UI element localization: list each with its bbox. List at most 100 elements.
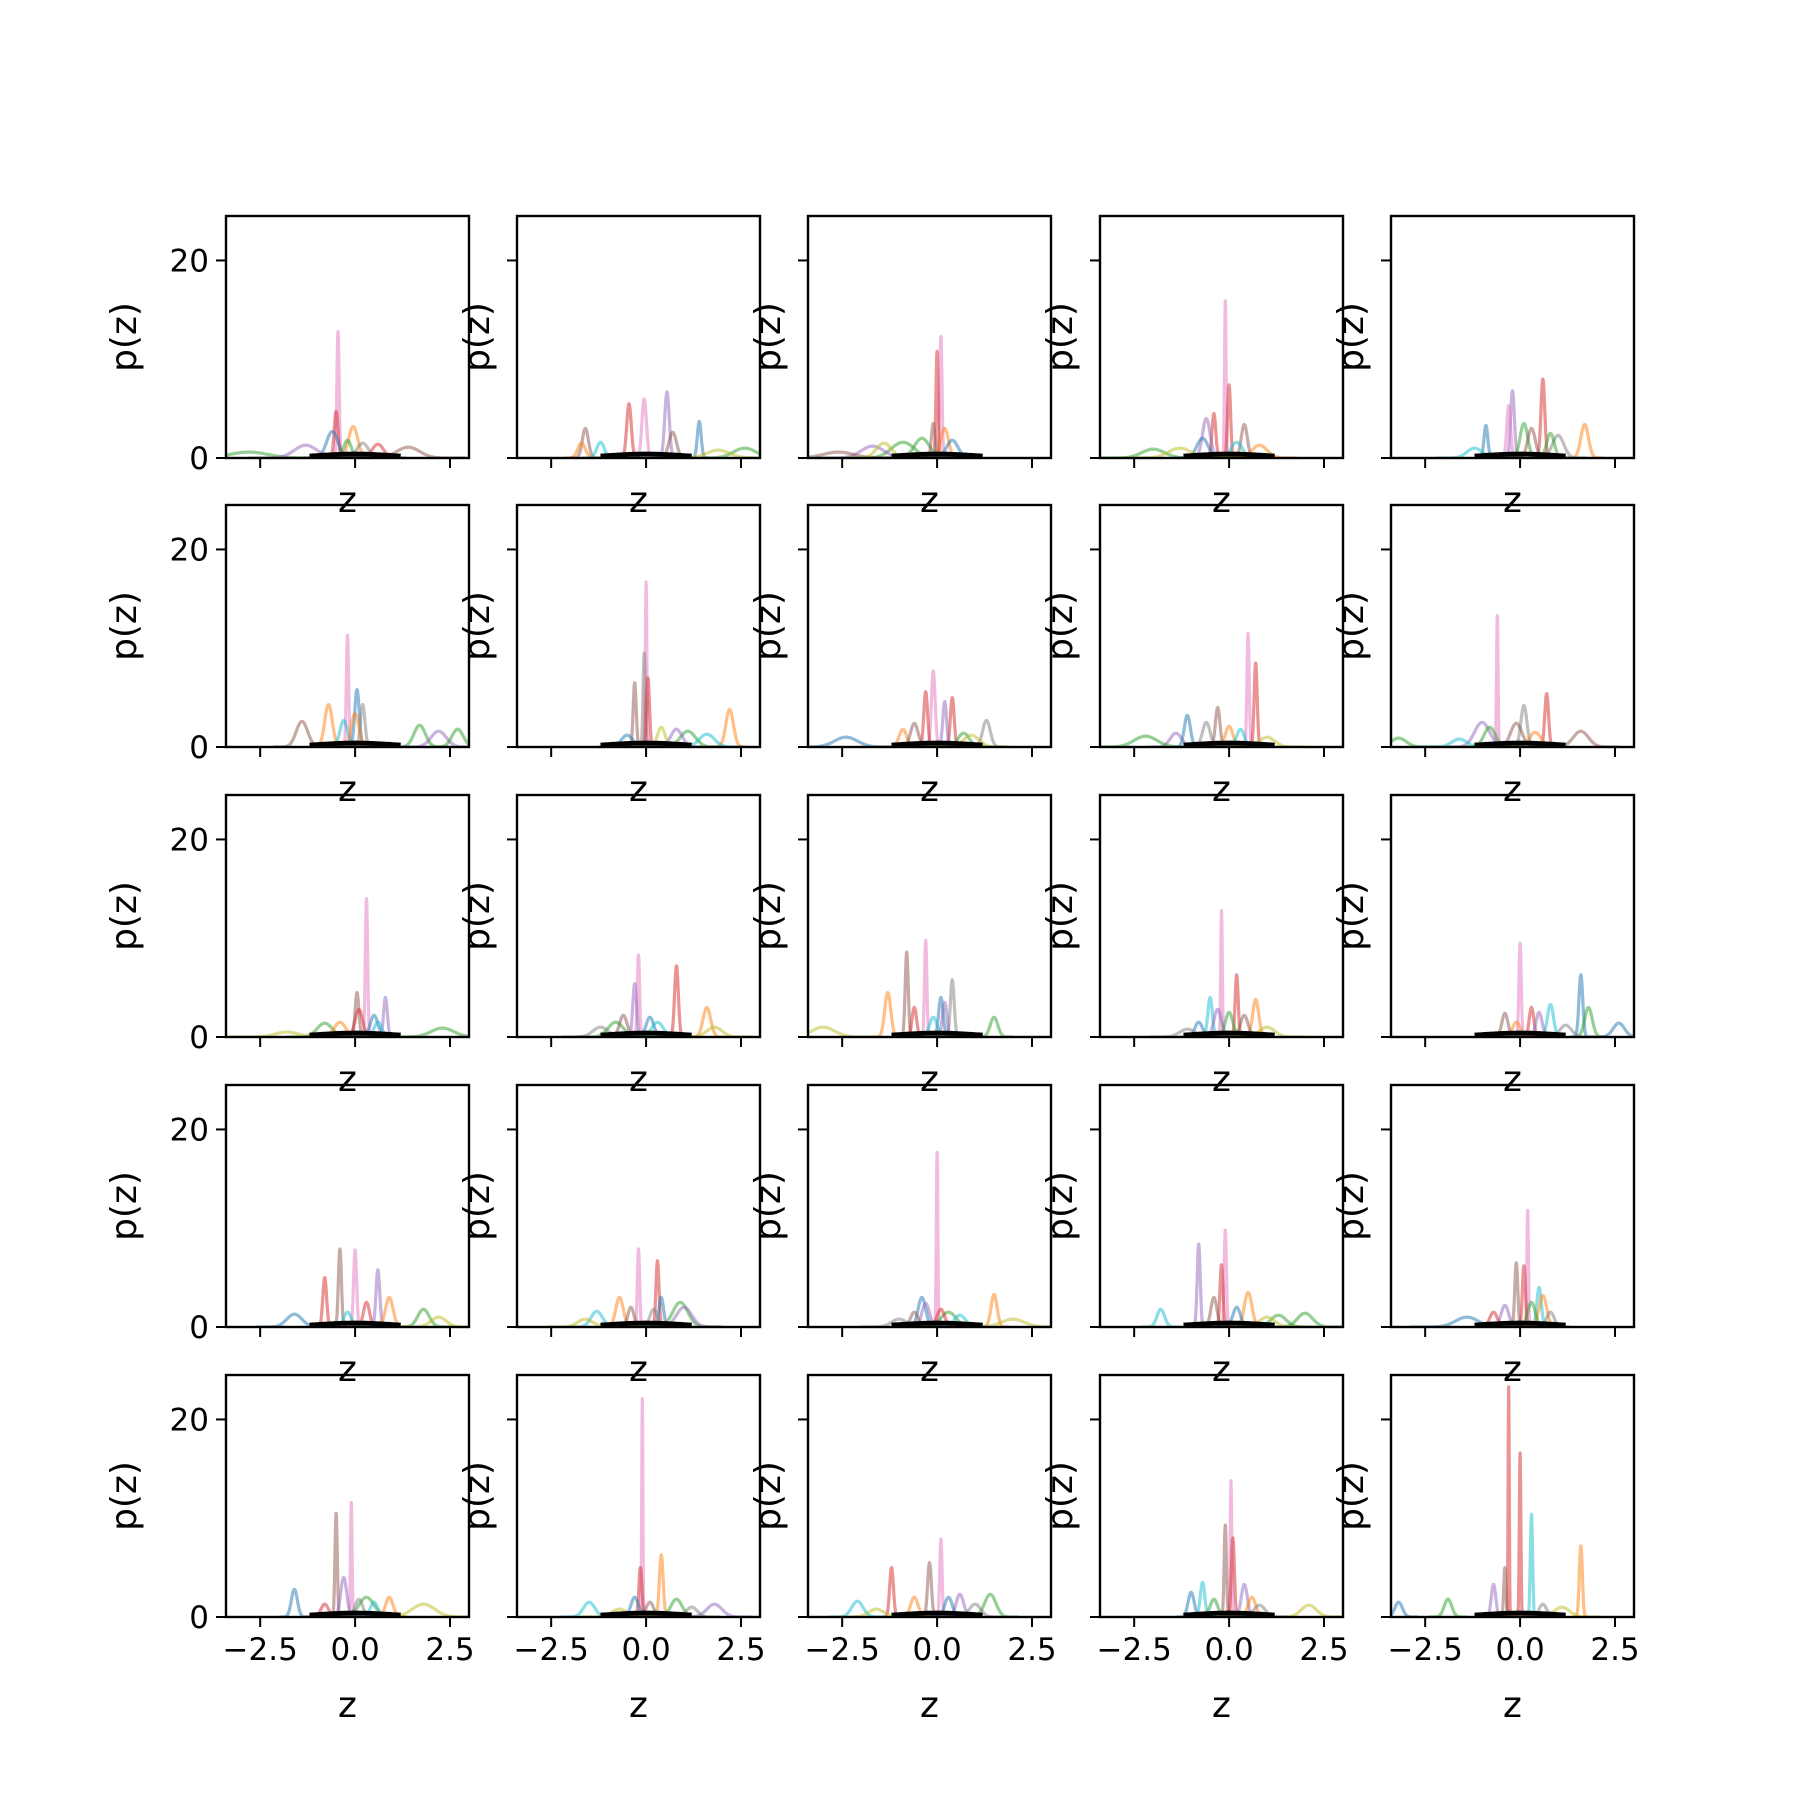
axes-frame bbox=[1389, 214, 1636, 460]
y-axis-label: p(z) bbox=[1040, 1461, 1081, 1531]
y-axis-label: p(z) bbox=[1040, 881, 1081, 951]
reference-curve bbox=[600, 1610, 692, 1617]
y-axis-label: p(z) bbox=[748, 1171, 789, 1241]
x-tick-label: 0.0 bbox=[912, 1632, 961, 1668]
axes-frame bbox=[515, 1083, 762, 1329]
axes-frame bbox=[1098, 1373, 1345, 1619]
x-axis-label: z bbox=[338, 1349, 357, 1390]
y-tick-label: 0 bbox=[189, 441, 209, 477]
y-axis-label: p(z) bbox=[748, 1461, 789, 1531]
reference-curve bbox=[1183, 451, 1275, 458]
x-axis-label: z bbox=[1212, 480, 1231, 521]
x-tick-label: 2.5 bbox=[1590, 1632, 1639, 1668]
axes-frame bbox=[1098, 503, 1345, 749]
x-axis-label: z bbox=[629, 1059, 648, 1100]
x-axis-label: z bbox=[920, 1349, 939, 1390]
x-axis-label: z bbox=[338, 1059, 357, 1100]
reference-curve bbox=[1474, 1610, 1566, 1617]
x-axis-label: z bbox=[338, 769, 357, 810]
axes-frame bbox=[1389, 1373, 1636, 1619]
x-tick-label: 0.0 bbox=[1204, 1632, 1253, 1668]
subplot-2-3: z p(z) bbox=[748, 503, 1053, 810]
x-axis-label: z bbox=[920, 769, 939, 810]
subplot-3-2: z p(z) bbox=[457, 793, 762, 1100]
subplot-2-2: z p(z) bbox=[457, 503, 762, 810]
density-curve bbox=[1501, 1385, 1516, 1617]
axes-frame bbox=[806, 214, 1053, 460]
y-axis-label: p(z) bbox=[104, 591, 145, 661]
reference-curve bbox=[600, 1320, 692, 1327]
density-curve bbox=[1520, 1208, 1535, 1327]
y-tick-label: 20 bbox=[170, 243, 209, 279]
y-axis-label: p(z) bbox=[1040, 302, 1081, 372]
y-axis-label: p(z) bbox=[748, 591, 789, 661]
subplot-1-5: z p(z) bbox=[1331, 214, 1636, 521]
y-axis-label: p(z) bbox=[1331, 881, 1372, 951]
reference-curve bbox=[309, 740, 401, 747]
y-axis-label: p(z) bbox=[1040, 591, 1081, 661]
reference-curve bbox=[309, 451, 401, 458]
y-axis-label: p(z) bbox=[104, 881, 145, 951]
axes-frame bbox=[224, 503, 471, 749]
density-curve bbox=[1218, 299, 1233, 458]
subplot-4-1: 0 20 z p(z) bbox=[104, 1083, 471, 1390]
reference-curve bbox=[1474, 1320, 1566, 1327]
subplot-1-2: z p(z) bbox=[457, 214, 762, 521]
x-tick-label: 0.0 bbox=[1495, 1632, 1544, 1668]
subplot-1-4: z p(z) bbox=[1040, 214, 1345, 521]
y-axis-label: p(z) bbox=[104, 1171, 145, 1241]
axes-frame bbox=[1389, 793, 1636, 1039]
subplot-5-2: −2.5 0.0 2.5 z p(z) bbox=[457, 1373, 766, 1726]
density-curve bbox=[1214, 908, 1229, 1037]
subplot-3-4: z p(z) bbox=[1040, 793, 1345, 1100]
y-tick-label: 20 bbox=[170, 1402, 209, 1438]
reference-curve bbox=[891, 451, 983, 458]
axes-frame bbox=[1098, 1083, 1345, 1329]
y-axis-label: p(z) bbox=[104, 302, 145, 372]
reference-curve bbox=[891, 1320, 983, 1327]
x-axis-label: z bbox=[629, 769, 648, 810]
reference-curve bbox=[1183, 1030, 1275, 1037]
density-curve bbox=[635, 1397, 650, 1617]
reference-curve bbox=[600, 1030, 692, 1037]
y-axis-label: p(z) bbox=[457, 1461, 498, 1531]
x-axis-label: z bbox=[1503, 1349, 1522, 1390]
subplot-5-4: −2.5 0.0 2.5 z p(z) bbox=[1040, 1373, 1349, 1726]
x-axis-label: z bbox=[1503, 769, 1522, 810]
density-curve bbox=[1490, 614, 1505, 747]
axes-frame bbox=[224, 1373, 471, 1619]
subplot-5-5: −2.5 0.0 2.5 z p(z) bbox=[1331, 1373, 1640, 1726]
subplot-5-3: −2.5 0.0 2.5 z p(z) bbox=[748, 1373, 1057, 1726]
y-axis-label: p(z) bbox=[457, 881, 498, 951]
axes-frame bbox=[806, 1373, 1053, 1619]
density-curve bbox=[638, 580, 654, 747]
x-tick-label: −2.5 bbox=[223, 1632, 298, 1668]
x-axis-label: z bbox=[629, 1349, 648, 1390]
subplot-2-1: 0 20 z p(z) bbox=[104, 503, 471, 810]
subplot-1-3: z p(z) bbox=[748, 214, 1053, 521]
x-axis-label: z bbox=[1503, 480, 1522, 521]
x-tick-label: −2.5 bbox=[805, 1632, 880, 1668]
reference-curve bbox=[891, 1610, 983, 1617]
density-curve bbox=[1512, 1451, 1528, 1617]
density-curve bbox=[929, 1150, 945, 1327]
y-axis-label: p(z) bbox=[1331, 1461, 1372, 1531]
x-axis-label: z bbox=[338, 1685, 357, 1726]
y-axis-label: p(z) bbox=[748, 881, 789, 951]
x-axis-label: z bbox=[1212, 1685, 1231, 1726]
x-axis-label: z bbox=[338, 480, 357, 521]
axes-frame bbox=[806, 793, 1053, 1039]
x-tick-label: 2.5 bbox=[425, 1632, 474, 1668]
reference-curve bbox=[309, 1320, 401, 1327]
subplot-3-3: z p(z) bbox=[748, 793, 1053, 1100]
x-axis-label: z bbox=[1503, 1059, 1522, 1100]
x-tick-label: 0.0 bbox=[621, 1632, 670, 1668]
reference-curve bbox=[309, 1610, 401, 1617]
x-tick-label: 0.0 bbox=[330, 1632, 379, 1668]
axes-frame bbox=[1389, 1083, 1636, 1329]
reference-curve bbox=[309, 1030, 401, 1037]
y-axis-label: p(z) bbox=[457, 1171, 498, 1241]
axes-frame bbox=[515, 793, 762, 1039]
